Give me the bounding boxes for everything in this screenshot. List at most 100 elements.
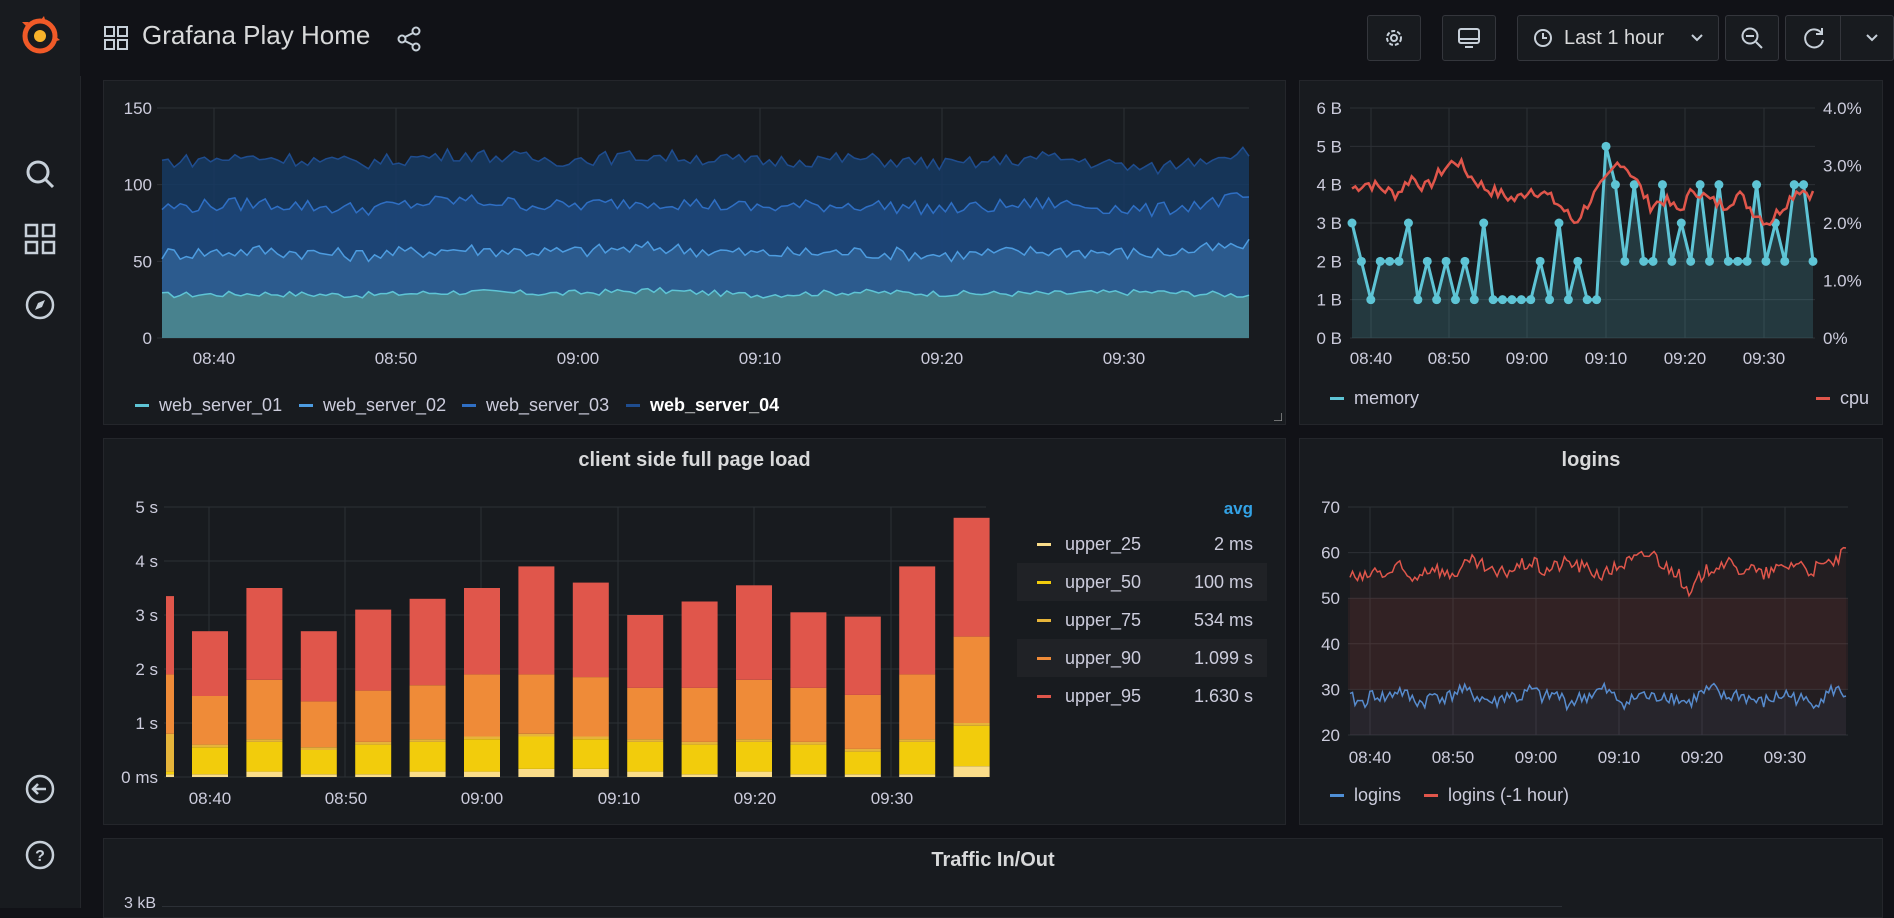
legend-item-web-server-02[interactable]: web_server_02 xyxy=(299,387,459,423)
memory-point xyxy=(1582,295,1592,305)
memory-point xyxy=(1629,180,1639,190)
legend-header-avg[interactable]: avg xyxy=(1223,499,1253,518)
memory-point xyxy=(1394,256,1404,266)
memory-point xyxy=(1733,256,1743,266)
y-tick-label: 5 s xyxy=(135,498,158,517)
bar-upper-95 xyxy=(355,609,392,691)
legend-item-logins[interactable]: logins xyxy=(1330,777,1401,813)
memory-point xyxy=(1601,141,1611,151)
legend-item-upper-90[interactable]: upper_90 1.099 s xyxy=(1017,639,1267,677)
legend-item-web-server-01[interactable]: web_server_01 xyxy=(135,387,295,423)
bar-upper-90 xyxy=(166,674,174,734)
x-tick-label: 08:40 xyxy=(193,349,236,368)
grafana-logo-icon[interactable] xyxy=(16,12,64,60)
y-tick-label-right: 0% xyxy=(1823,329,1848,348)
resize-handle-icon[interactable] xyxy=(1274,413,1282,421)
memory-point xyxy=(1667,256,1677,266)
bar-upper-75 xyxy=(790,741,827,745)
bar-upper-25 xyxy=(844,774,881,777)
y-tick-label-left: 3 B xyxy=(1316,214,1342,233)
bar-upper-25 xyxy=(166,774,174,777)
memory-point xyxy=(1639,256,1649,266)
bar-upper-50 xyxy=(681,744,718,775)
bar-upper-95 xyxy=(518,566,555,675)
memory-point xyxy=(1469,295,1479,305)
top-bar: Grafana Play Home Last 1 hour xyxy=(80,0,1894,76)
refresh-button[interactable] xyxy=(1785,15,1894,61)
legend-item-logins-prev[interactable]: logins (-1 hour) xyxy=(1424,777,1569,813)
bar-upper-50 xyxy=(166,771,174,775)
panel-title[interactable]: logins xyxy=(1561,449,1621,471)
dashboards-icon[interactable] xyxy=(16,215,64,263)
settings-button[interactable] xyxy=(1367,15,1421,61)
x-tick-label: 09:20 xyxy=(921,349,964,368)
legend-item-web-server-03[interactable]: web_server_03 xyxy=(462,387,622,423)
memory-point xyxy=(1366,295,1376,305)
zoom-out-icon xyxy=(1741,27,1763,49)
y-tick-label: 30 xyxy=(1321,680,1340,699)
x-tick-label: 09:30 xyxy=(1103,349,1146,368)
memory-point xyxy=(1695,180,1705,190)
memory-point xyxy=(1808,256,1818,266)
bar-upper-95 xyxy=(627,615,664,688)
bar-upper-50 xyxy=(192,747,228,775)
dashboard-grid-icon xyxy=(104,26,128,55)
bar-upper-95 xyxy=(300,631,337,702)
legend-label: upper_90 xyxy=(1065,647,1142,668)
x-tick-label: 09:20 xyxy=(1681,748,1724,767)
sign-out-icon[interactable] xyxy=(16,765,64,813)
y-tick-label: 50 xyxy=(133,252,152,271)
bar-upper-50 xyxy=(790,744,827,775)
memory-point xyxy=(1752,180,1762,190)
dashboard-title[interactable]: Grafana Play Home xyxy=(142,20,371,50)
y-tick-label: 20 xyxy=(1321,726,1340,745)
bar-upper-50 xyxy=(953,725,990,767)
legend-item-upper-25[interactable]: upper_25 2 ms xyxy=(1017,525,1267,563)
refresh-interval-chevron-icon[interactable] xyxy=(1865,33,1879,43)
bar-upper-75 xyxy=(409,739,446,742)
legend-value: 534 ms xyxy=(1193,609,1253,630)
panel-title[interactable]: client side full page load xyxy=(578,449,811,471)
legend-item-web-server-04[interactable]: web_server_04 xyxy=(626,387,786,423)
share-icon[interactable] xyxy=(396,26,422,57)
tv-mode-button[interactable] xyxy=(1442,15,1496,61)
legend-label: upper_95 xyxy=(1065,685,1142,706)
y-tick-label-left: 2 B xyxy=(1316,252,1342,271)
help-icon[interactable]: ? xyxy=(16,831,64,879)
bar-upper-90 xyxy=(300,701,337,748)
panel-title[interactable]: Traffic In/Out xyxy=(931,849,1055,871)
legend-item-upper-95[interactable]: upper_95 1.630 s xyxy=(1017,677,1267,715)
memory-point xyxy=(1742,256,1752,266)
bar-upper-95 xyxy=(681,601,718,688)
bar-upper-50 xyxy=(409,741,446,772)
x-tick-label: 08:40 xyxy=(1350,349,1393,368)
memory-point xyxy=(1403,218,1413,228)
y-tick-label-right: 1.0% xyxy=(1823,272,1862,291)
y-tick-label-left: 0 B xyxy=(1316,329,1342,348)
time-range-picker[interactable]: Last 1 hour xyxy=(1517,15,1719,61)
bar-upper-90 xyxy=(192,696,228,745)
legend-item-upper-75[interactable]: upper_75 534 ms xyxy=(1017,601,1267,639)
bar-upper-50 xyxy=(518,736,555,769)
memory-point xyxy=(1385,256,1395,266)
bar-upper-25 xyxy=(300,774,337,777)
memory-point xyxy=(1686,256,1696,266)
x-tick-label: 08:50 xyxy=(375,349,418,368)
bar-upper-75 xyxy=(681,741,718,745)
y-tick-label-right: 2.0% xyxy=(1823,214,1862,233)
bar-upper-50 xyxy=(736,741,772,772)
y-tick-label-right: 4.0% xyxy=(1823,99,1862,118)
memory-point xyxy=(1705,256,1715,266)
zoom-out-button[interactable] xyxy=(1725,15,1779,61)
legend-item-memory[interactable]: memory xyxy=(1330,380,1419,416)
legend-label: upper_75 xyxy=(1065,609,1142,630)
bar-upper-50 xyxy=(572,739,609,769)
legend-item-upper-50[interactable]: upper_50 100 ms xyxy=(1017,563,1267,601)
legend-item-cpu[interactable]: cpu xyxy=(1816,380,1869,416)
bar-upper-75 xyxy=(844,748,881,752)
band-upper xyxy=(1348,598,1848,690)
bar-upper-25 xyxy=(790,774,827,777)
memory-point xyxy=(1714,180,1724,190)
search-icon[interactable] xyxy=(16,150,64,198)
explore-icon[interactable] xyxy=(16,281,64,329)
